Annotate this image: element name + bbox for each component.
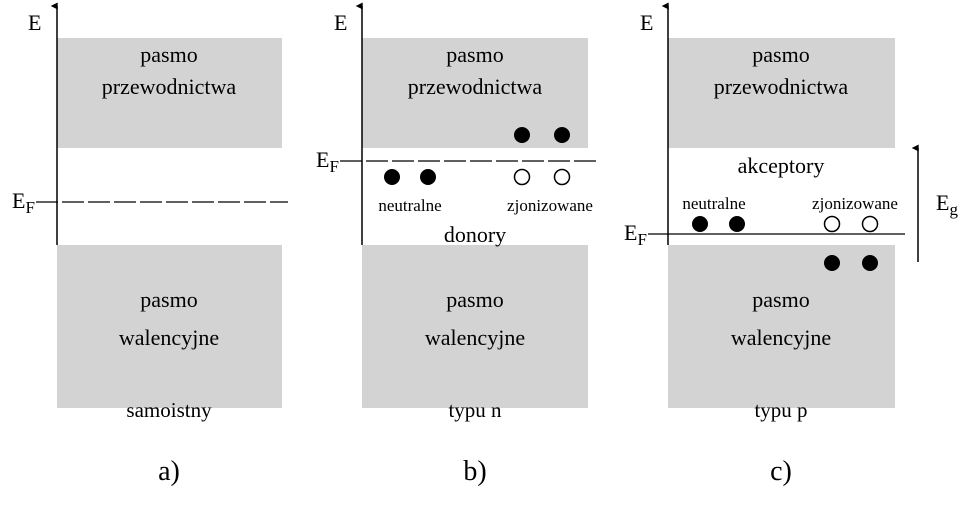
gap-label: Eg [936, 190, 958, 219]
axis-label: E [640, 10, 653, 35]
dopant-label: donory [444, 222, 506, 247]
band-label: pasmo [446, 287, 503, 312]
neutral-donor [420, 169, 436, 185]
caption: samoistny [126, 398, 212, 422]
panel-c: E pasmo przewodnictwa pasmo walencyjne a… [624, 2, 958, 487]
ionized-acceptor [823, 215, 841, 233]
band-label: przewodnictwa [408, 74, 543, 99]
band-label: pasmo [140, 42, 197, 67]
fermi-label: EF [12, 188, 35, 217]
dopant-label: akceptory [738, 153, 825, 178]
band-label: pasmo [752, 287, 809, 312]
axis-label: E [28, 10, 41, 35]
band-label: przewodnictwa [714, 74, 849, 99]
panel-b: E pasmo przewodnictwa pasmo walencyjne E… [316, 2, 596, 487]
conduction-band [668, 38, 895, 148]
ionized-acceptor [861, 215, 879, 233]
fermi-label: EF [316, 147, 339, 176]
conduction-band [57, 38, 282, 148]
ionized-donor [553, 168, 571, 186]
band-label: walencyjne [119, 325, 219, 350]
band-label: pasmo [752, 42, 809, 67]
caption: typu p [754, 398, 807, 422]
band-label: walencyjne [425, 325, 525, 350]
band-label: pasmo [446, 42, 503, 67]
dopant-state: zjonizowane [812, 194, 898, 213]
valence-band [57, 245, 282, 408]
band-label: walencyjne [731, 325, 831, 350]
valence-electron [824, 255, 840, 271]
neutral-acceptor [692, 216, 708, 232]
valence-band [668, 245, 895, 408]
caption: typu n [448, 398, 502, 422]
axis-label: E [334, 10, 347, 35]
neutral-acceptor [729, 216, 745, 232]
valence-band [362, 245, 588, 408]
panel-letter: b) [463, 456, 486, 487]
dopant-state: neutralne [378, 196, 441, 215]
conduction-band [362, 38, 588, 148]
ionized-donor [513, 168, 531, 186]
electron [554, 127, 570, 143]
band-label: przewodnictwa [102, 74, 237, 99]
band-label: pasmo [140, 287, 197, 312]
valence-electron [862, 255, 878, 271]
neutral-donor [384, 169, 400, 185]
panel-letter: a) [158, 456, 180, 487]
dopant-state: neutralne [682, 194, 745, 213]
dopant-state: zjonizowane [507, 196, 593, 215]
fermi-label: EF [624, 220, 647, 249]
panel-a: E pasmo przewodnictwa pasmo walencyjne E… [12, 2, 288, 487]
electron [514, 127, 530, 143]
panel-letter: c) [770, 456, 792, 487]
